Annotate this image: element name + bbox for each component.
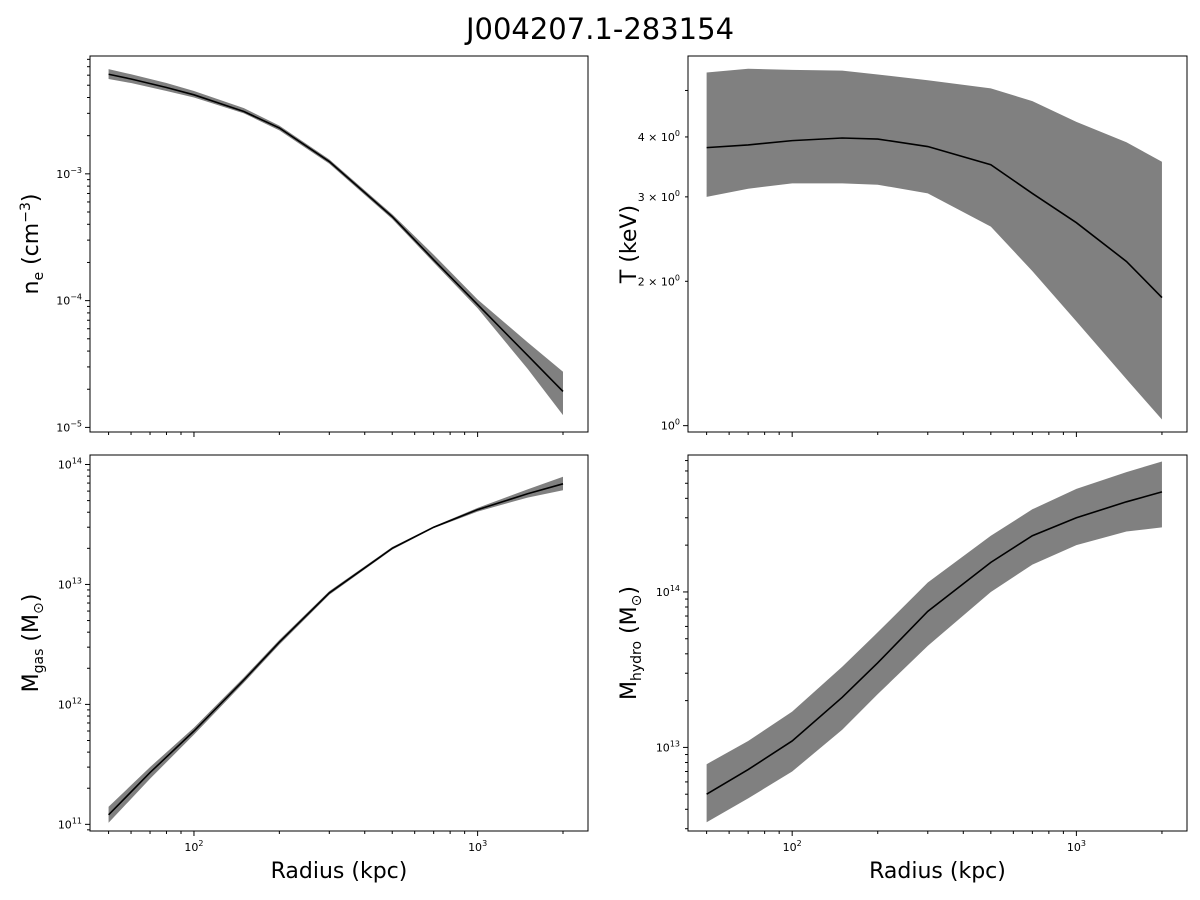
- y-tick-label: 10−4: [56, 293, 82, 308]
- axes-frame: [687, 55, 1188, 433]
- y-tick-label: 1014: [58, 456, 82, 471]
- panel-electron-density: 10−5 10−4 10−3 ne (cm−3): [18, 55, 589, 437]
- median-line: [706, 137, 1163, 299]
- panel-temperature: 100 2 × 100 3 × 100 4 × 100 T (keV): [617, 55, 1188, 437]
- uncertainty-band: [706, 68, 1162, 420]
- y-tick-label: 1012: [58, 696, 82, 711]
- y-tick-label: 100: [661, 418, 680, 433]
- uncertainty-band: [108, 69, 563, 416]
- axes-frame: [687, 454, 1188, 832]
- figure-title: J004207.1-283154: [465, 12, 735, 46]
- x-axis-label: Radius (kpc): [869, 859, 1006, 884]
- median-line: [108, 483, 564, 816]
- y-tick-label: 10−3: [56, 166, 82, 181]
- y-axis-label: Mgas (M⊙): [19, 594, 47, 693]
- x-tick-label: 102: [184, 839, 203, 854]
- plot-area: [706, 461, 1163, 823]
- y-axis-label: T (keV): [617, 205, 642, 284]
- uncertainty-band: [108, 476, 563, 823]
- panel-gas-mass: 102 103 Radius (kpc) 1011 1012 1013 1014 Mgas (…: [19, 454, 589, 884]
- x-tick-label: 102: [783, 839, 802, 854]
- plot-area: [706, 68, 1163, 420]
- uncertainty-band: [706, 461, 1162, 823]
- y-axis-label: ne (cm−3): [18, 194, 47, 295]
- y-axis-label: Mhydro (M⊙): [617, 586, 645, 700]
- plot-area: [108, 69, 564, 416]
- y-tick-label: 1011: [58, 816, 82, 831]
- median-line: [706, 491, 1163, 795]
- median-line: [108, 73, 564, 393]
- y-tick-label: 1013: [656, 739, 680, 754]
- x-tick-label: 103: [468, 839, 487, 854]
- y-tick-label: 4 × 100: [638, 129, 680, 144]
- y-tick-label: 1014: [656, 584, 680, 599]
- y-tick-label: 2 × 100: [638, 273, 680, 288]
- axes-frame: [89, 55, 589, 433]
- x-axis-label: Radius (kpc): [271, 859, 408, 884]
- y-tick-label: 10−5: [56, 419, 82, 434]
- y-tick-label: 1013: [58, 576, 82, 591]
- plot-area: [108, 476, 564, 823]
- panel-hydrostatic-mass: 102 103 Radius (kpc) 1013 1014 Mhydro (M⊙): [617, 454, 1188, 884]
- x-tick-label: 103: [1067, 839, 1086, 854]
- y-tick-label: 3 × 100: [638, 189, 680, 204]
- axes-frame: [89, 454, 589, 832]
